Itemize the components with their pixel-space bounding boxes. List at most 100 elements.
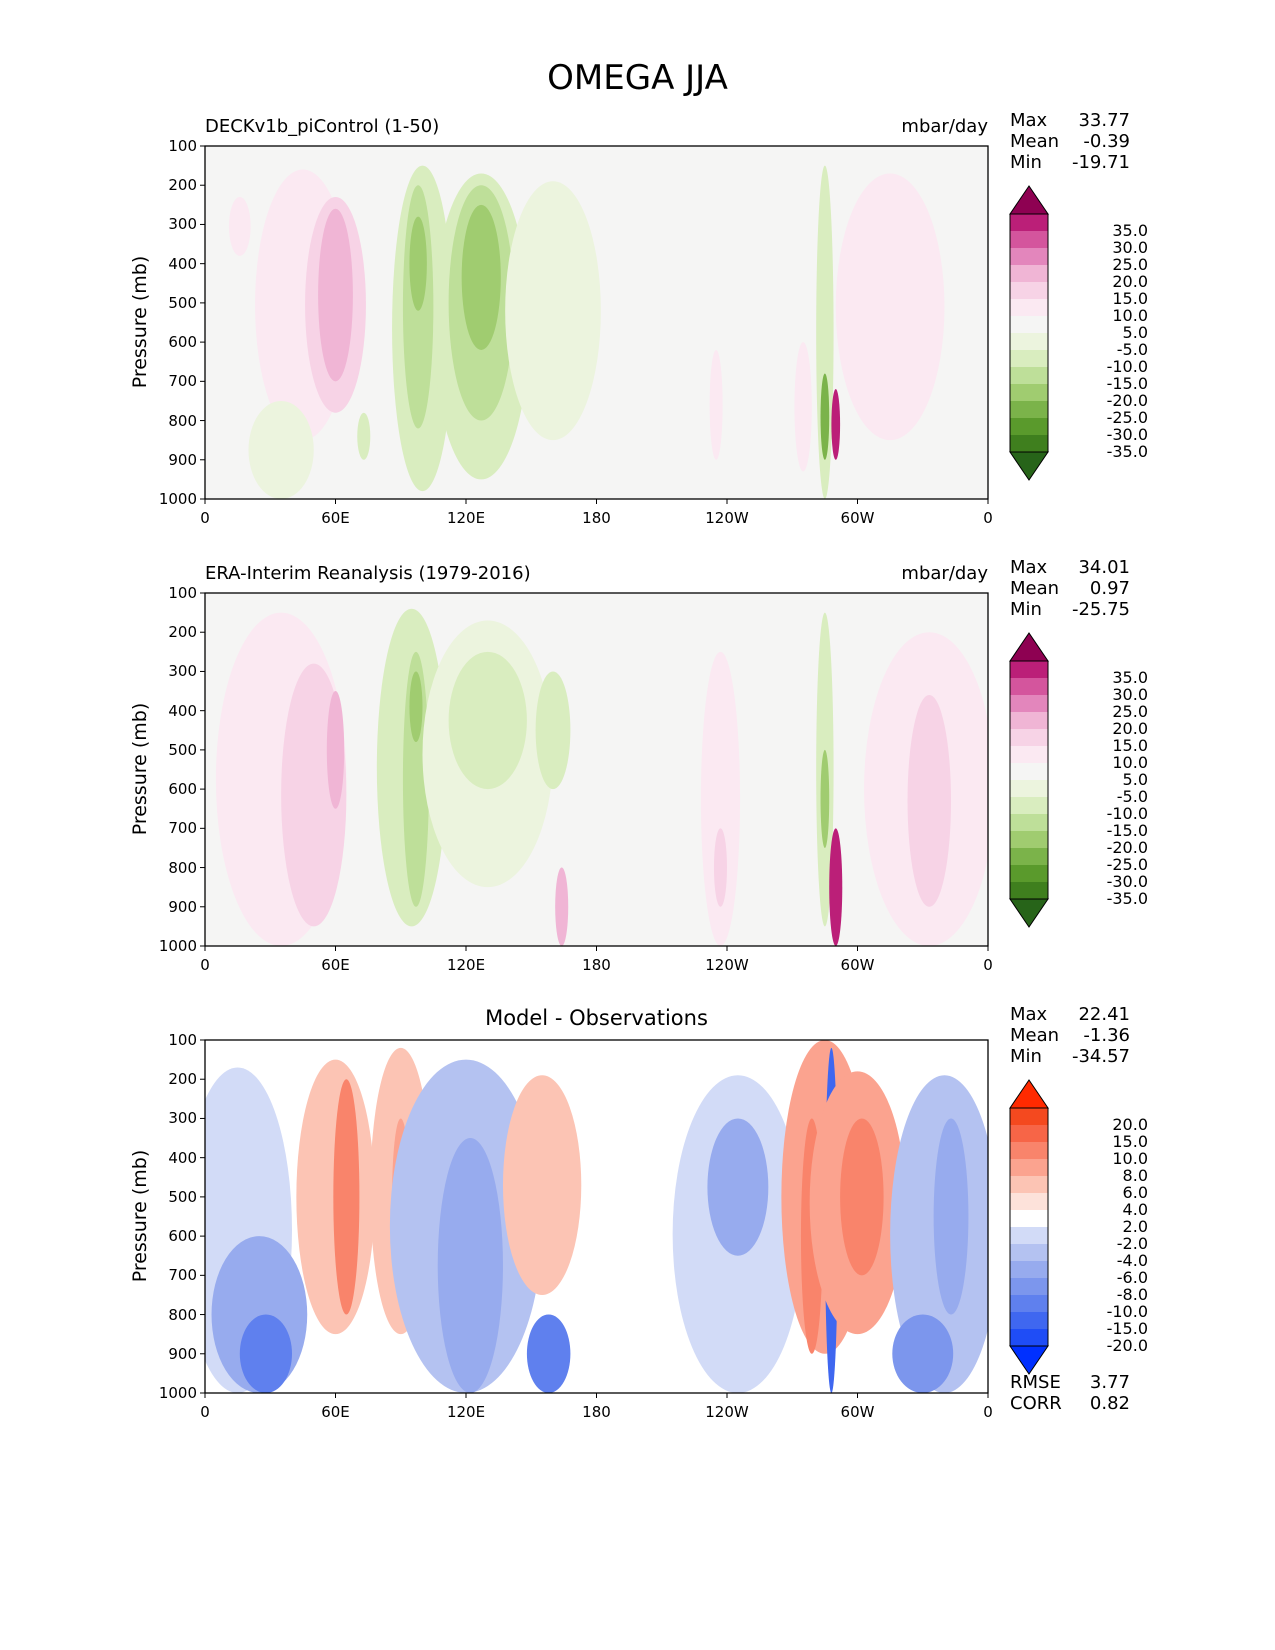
colorbar-swatch xyxy=(1010,282,1048,300)
colorbar-label: -20.0 xyxy=(1106,391,1148,410)
y-tick-label: 900 xyxy=(168,897,197,916)
x-tick-label: 60W xyxy=(840,509,875,527)
y-tick-label: 400 xyxy=(168,701,197,720)
stat-label: Min xyxy=(1010,152,1042,173)
x-tick-label: 60E xyxy=(321,956,350,974)
contour-feature xyxy=(700,651,741,946)
stat-value: -19.71 xyxy=(1071,152,1130,173)
colorbar-swatch xyxy=(1010,1244,1048,1262)
colorbar-swatch xyxy=(1010,1176,1048,1194)
colorbar-swatch xyxy=(1010,333,1048,351)
colorbar-frame xyxy=(1009,1107,1049,1347)
x-tick-label: 120E xyxy=(446,1403,486,1421)
colorbar-label: 6.0 xyxy=(1122,1183,1148,1202)
stat-corr: CORR 0.82 xyxy=(1010,1393,1130,1415)
y-tick-label: 100 xyxy=(168,1031,197,1049)
colorbar-label: -20.0 xyxy=(1106,838,1148,857)
x-tick-label: 0 xyxy=(200,956,210,974)
colorbar-label: -10.0 xyxy=(1106,357,1148,376)
x-tick-label: 60W xyxy=(840,956,875,974)
stat-min: Min -19.71 xyxy=(1010,152,1130,174)
stat-mean: Mean -0.39 xyxy=(1010,131,1130,153)
y-tick-label: 300 xyxy=(168,215,197,234)
y-tick-label: 500 xyxy=(168,1187,197,1206)
colorbar-label: 35.0 xyxy=(1112,668,1148,687)
colorbar-extend-top xyxy=(1009,1079,1049,1109)
contour-feature xyxy=(840,1118,884,1276)
y-tick-label: 600 xyxy=(168,780,197,799)
colorbar-swatch xyxy=(1010,865,1048,883)
colorbar-label: -6.0 xyxy=(1116,1268,1148,1287)
x-tick-label: 120W xyxy=(705,1403,749,1421)
colorbar-swatch xyxy=(1010,1312,1048,1330)
colorbar-extend-bottom xyxy=(1009,1345,1049,1375)
stat-value: 0.82 xyxy=(1089,1393,1130,1414)
colorbar-label: 15.0 xyxy=(1112,1132,1148,1151)
y-tick-label: 200 xyxy=(168,623,197,642)
colorbar-label: -35.0 xyxy=(1106,889,1148,908)
contour-feature xyxy=(829,828,843,946)
colorbar-label: 4.0 xyxy=(1122,1200,1148,1219)
x-tick-label: 180 xyxy=(582,956,611,974)
colorbar-swatch xyxy=(1010,367,1048,385)
stat-label: CORR xyxy=(1010,1393,1062,1414)
stat-value: -1.36 xyxy=(1083,1025,1130,1046)
contour-feature xyxy=(535,671,571,790)
colorbar-label: -5.0 xyxy=(1116,340,1148,359)
x-tick-label: 120E xyxy=(446,509,486,527)
x-tick-label: 180 xyxy=(582,1403,611,1421)
contour-feature xyxy=(437,1138,503,1393)
y-tick-label: 500 xyxy=(168,293,197,312)
stat-label: Min xyxy=(1010,599,1042,620)
contour-feature xyxy=(835,173,945,441)
contour-feature xyxy=(555,867,569,946)
y-tick-label: 700 xyxy=(168,819,197,838)
y-tick-label: 800 xyxy=(168,858,197,877)
colorbar-swatch xyxy=(1010,1210,1048,1228)
contour-feature xyxy=(248,400,314,499)
y-tick-label: 200 xyxy=(168,176,197,195)
contour-feature xyxy=(409,671,423,743)
stat-value: -25.75 xyxy=(1071,599,1130,620)
x-tick-label: 120W xyxy=(705,956,749,974)
y-tick-label: 400 xyxy=(168,254,197,273)
x-tick-label: 0 xyxy=(983,956,993,974)
stat-label: Max xyxy=(1010,1004,1048,1025)
colorbar-label: -25.0 xyxy=(1106,408,1148,427)
y-tick-label: 600 xyxy=(168,1227,197,1246)
colorbar-label: -15.0 xyxy=(1106,821,1148,840)
colorbar-swatch xyxy=(1010,678,1048,696)
colorbar-swatch xyxy=(1010,248,1048,266)
colorbar-swatch xyxy=(1010,435,1048,453)
stat-label: Max xyxy=(1010,557,1048,578)
y-tick-label: 200 xyxy=(168,1070,197,1089)
y-axis-label: Pressure (mb) xyxy=(129,255,151,388)
colorbar-label: 2.0 xyxy=(1122,1217,1148,1236)
colorbar-label: 15.0 xyxy=(1112,736,1148,755)
contour-feature xyxy=(526,1314,571,1393)
contour-feature xyxy=(318,208,353,382)
colorbar-swatch xyxy=(1010,831,1048,849)
colorbar-label: 8.0 xyxy=(1122,1166,1148,1185)
x-tick-label: 0 xyxy=(983,1403,993,1421)
contour-feature xyxy=(820,749,830,848)
colorbar-swatch xyxy=(1010,231,1048,249)
contour-feature xyxy=(505,181,601,441)
stat-label: Max xyxy=(1010,110,1048,131)
panel-title: DECKv1b_piControl (1-50) xyxy=(205,116,440,137)
colorbar-label: 5.0 xyxy=(1122,323,1148,342)
contour-feature xyxy=(707,1118,769,1256)
x-tick-label: 120E xyxy=(446,956,486,974)
contour-feature xyxy=(402,651,430,907)
panel-model xyxy=(0,0,1275,504)
x-tick-label: 60W xyxy=(840,1403,875,1421)
colorbar-label: 20.0 xyxy=(1112,272,1148,291)
colorbar-swatch xyxy=(1010,746,1048,764)
colorbar-label: -10.0 xyxy=(1106,804,1148,823)
y-tick-label: 100 xyxy=(168,584,197,602)
colorbar-swatch xyxy=(1010,882,1048,900)
y-axis-label: Pressure (mb) xyxy=(129,702,151,835)
colorbar-swatch xyxy=(1010,1142,1048,1160)
contour-feature xyxy=(239,1314,292,1393)
